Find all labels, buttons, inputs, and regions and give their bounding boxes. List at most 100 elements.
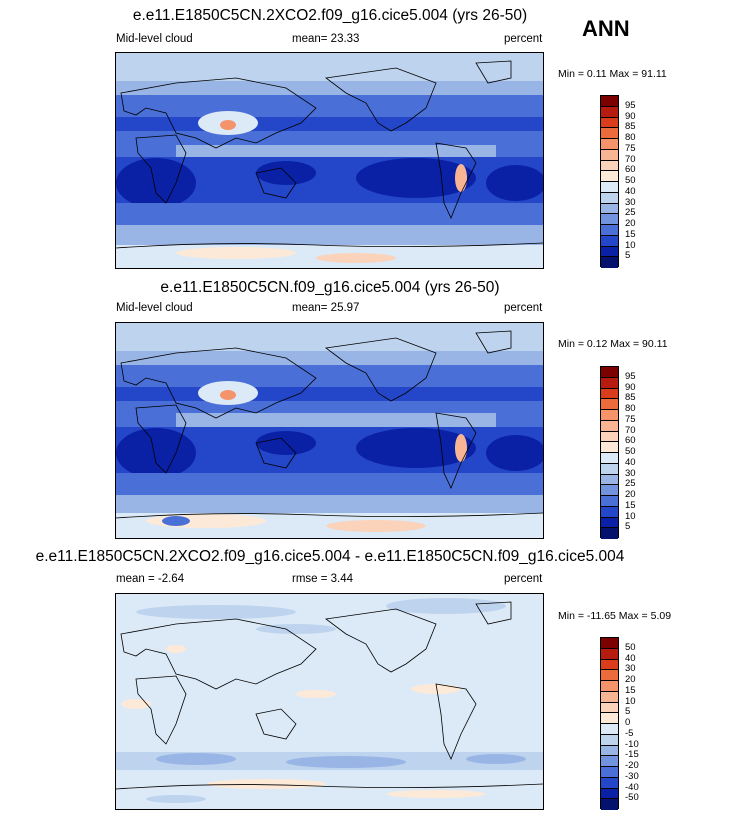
colorbar-tick-label: 5 — [625, 521, 631, 533]
colorbar-segment — [601, 388, 618, 400]
colorbar-segment — [601, 214, 618, 225]
colorbar-tick-label: 75 — [625, 142, 636, 154]
colorbar-tick-label: -20 — [625, 760, 639, 771]
colorbar-segment — [601, 203, 618, 215]
colorbar-segment — [601, 420, 618, 432]
colorbar-tick-label: 90 — [625, 381, 636, 393]
colorbar-segment — [601, 767, 618, 778]
colorbar-segment — [601, 377, 618, 389]
colorbar-segment — [601, 648, 618, 660]
colorbar-segment — [601, 659, 618, 671]
colorbar-segment — [601, 745, 618, 757]
colorbar-tick-label: -30 — [625, 770, 639, 782]
colorbar-tick-label: -5 — [625, 727, 634, 739]
colorbar-tick-label: 10 — [625, 239, 636, 251]
colorbar-segment — [601, 724, 618, 735]
colorbar-segment — [601, 702, 618, 714]
colorbar-tick-label: 60 — [625, 435, 636, 447]
panel-2-variable-label: Mid-level cloud — [116, 302, 193, 314]
colorbar-segment — [601, 399, 618, 410]
colorbar-tick-label: 85 — [625, 392, 636, 404]
colorbar-tick-label: 80 — [625, 132, 636, 143]
colorbar-segment — [601, 431, 618, 443]
panel-2-map — [115, 322, 544, 539]
colorbar-tick-label: 15 — [625, 228, 636, 240]
panel-3-colorbar — [600, 637, 619, 810]
colorbar-tick-label: 95 — [625, 99, 636, 111]
colorbar-segment — [601, 528, 618, 539]
panel-1-colorbar — [600, 95, 619, 268]
colorbar-tick-label: -50 — [625, 792, 639, 804]
panel-1-mean-label: mean= 23.33 — [292, 33, 360, 45]
colorbar-segment — [601, 160, 618, 172]
colorbar-segment — [601, 367, 618, 378]
season-label: ANN — [582, 16, 630, 41]
panel-3-map — [115, 593, 544, 810]
colorbar-tick-label: 30 — [625, 663, 636, 675]
colorbar-segment — [601, 442, 618, 453]
colorbar-segment — [601, 117, 618, 129]
colorbar-tick-label: 20 — [625, 674, 636, 685]
colorbar-segment — [601, 106, 618, 118]
panel-3-title: e.e11.E1850C5CN.2XCO2.f09_g16.cice5.004 … — [35, 548, 625, 565]
colorbar-segment — [601, 474, 618, 486]
colorbar-segment — [601, 638, 618, 649]
panel-1-units-label: percent — [504, 33, 543, 45]
colorbar-tick-label: 50 — [625, 641, 636, 653]
colorbar-tick-label: -10 — [625, 738, 639, 750]
colorbar-segment — [601, 506, 618, 518]
panel-2-title: e.e11.E1850C5CN.f09_g16.cice5.004 (yrs 2… — [160, 279, 500, 296]
colorbar-tick-label: -15 — [625, 749, 639, 761]
colorbar-segment — [601, 463, 618, 475]
colorbar-segment — [601, 517, 618, 529]
panel-2-colorbar — [600, 366, 619, 539]
colorbar-segment — [601, 128, 618, 139]
colorbar-segment — [601, 485, 618, 496]
colorbar-tick-label: 85 — [625, 121, 636, 133]
colorbar-segment — [601, 453, 618, 464]
panel-2-units-label: percent — [504, 302, 543, 314]
colorbar-tick-label: 20 — [625, 489, 636, 500]
panel-1-map-svg — [116, 53, 543, 268]
panel-3-map-svg — [116, 594, 543, 809]
colorbar-tick-label: 50 — [625, 446, 636, 457]
colorbar-segment — [601, 756, 618, 767]
colorbar-segment — [601, 246, 618, 258]
colorbar-segment — [601, 139, 618, 150]
panel-3-mean-label: mean = -2.64 — [116, 573, 185, 585]
colorbar-tick-label: -40 — [625, 781, 639, 793]
colorbar-segment — [601, 788, 618, 800]
colorbar-tick-label: 25 — [625, 207, 636, 219]
panel-1-map — [115, 52, 544, 269]
panel-3-units-label: percent — [504, 573, 543, 585]
colorbar-segment — [601, 149, 618, 161]
colorbar-tick-label: 90 — [625, 110, 636, 122]
colorbar-tick-label: 75 — [625, 413, 636, 425]
panel-2-map-svg — [116, 323, 543, 538]
colorbar-tick-label: 30 — [625, 467, 636, 479]
colorbar-segment — [601, 691, 618, 703]
panel-2-mean-label: mean= 25.97 — [292, 302, 360, 314]
colorbar-segment — [601, 192, 618, 204]
panel-3-minmax: Min = -11.65 Max = 5.09 — [558, 610, 672, 622]
panel-1-minmax: Min = 0.11 Max = 91.11 — [558, 68, 667, 80]
panel-1-title: e.e11.E1850C5CN.2XCO2.f09_g16.cice5.004 … — [132, 7, 528, 24]
colorbar-segment — [601, 670, 618, 681]
colorbar-tick-label: 15 — [625, 499, 636, 511]
colorbar-tick-label: 0 — [625, 717, 631, 728]
colorbar-segment — [601, 225, 618, 236]
colorbar-segment — [601, 734, 618, 746]
colorbar-tick-label: 15 — [625, 684, 636, 696]
colorbar-segment — [601, 96, 618, 107]
colorbar-segment — [601, 257, 618, 268]
colorbar-segment — [601, 410, 618, 421]
colorbar-tick-label: 50 — [625, 175, 636, 186]
colorbar-segment — [601, 235, 618, 247]
panel-3-rmse-label: rmse = 3.44 — [292, 573, 354, 585]
panel-2-minmax: Min = 0.12 Max = 90.11 — [558, 338, 668, 350]
colorbar-tick-label: 60 — [625, 164, 636, 176]
colorbar-tick-label: 40 — [625, 652, 636, 664]
colorbar-segment — [601, 496, 618, 507]
colorbar-tick-label: 20 — [625, 218, 636, 229]
colorbar-tick-label: 10 — [625, 510, 636, 522]
